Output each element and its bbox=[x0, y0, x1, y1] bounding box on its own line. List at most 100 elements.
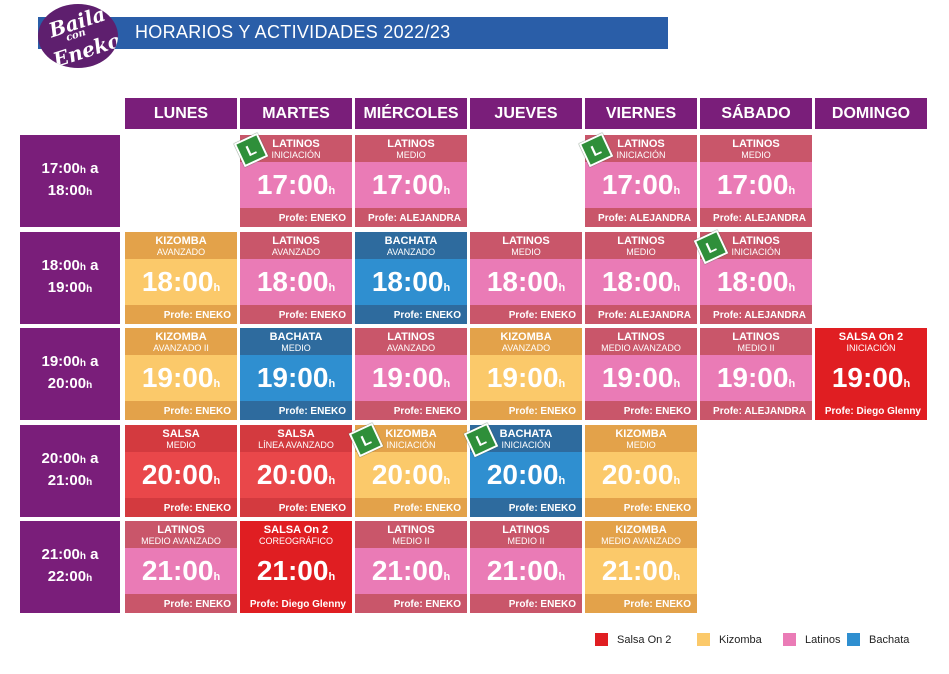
class-cell[interactable]: SALSA MEDIO 20:00h Profe: ENEKO bbox=[125, 425, 237, 517]
class-cell[interactable]: BACHATA AVANZADO 18:00h Profe: ENEKO bbox=[355, 232, 467, 324]
class-cell[interactable]: SALSA On 2 INICIACIÓN 19:00h Profe: Diego G… bbox=[815, 328, 927, 420]
class-level: INICIACIÓN bbox=[731, 247, 781, 257]
class-level: INICIACIÓN bbox=[386, 440, 436, 450]
class-body bbox=[125, 259, 237, 305]
class-footer bbox=[355, 498, 467, 517]
class-footer bbox=[240, 498, 352, 517]
class-cell[interactable]: LATINOS MEDIO 18:00h Profe: ALEJANDRA bbox=[585, 232, 697, 324]
class-time: 20:00h bbox=[141, 459, 221, 490]
class-cell[interactable]: KIZOMBA MEDIO AVANZADO 21:00h Profe: ENEKO bbox=[585, 521, 697, 613]
class-name: KIZOMBA bbox=[385, 428, 437, 440]
class-header: LATINOS MEDIO II bbox=[470, 521, 582, 548]
class-body bbox=[355, 259, 467, 305]
class-cell[interactable]: LATINOS MEDIO II 19:00h Profe: ALEJANDRA bbox=[700, 328, 812, 420]
legend-item: Latinos bbox=[783, 633, 840, 646]
class-header: BACHATA AVANZADO bbox=[355, 232, 467, 259]
class-level: AVANZADO bbox=[501, 343, 551, 353]
class-footer bbox=[585, 401, 697, 420]
class-teacher: Profe: Diego Glenny bbox=[249, 599, 346, 610]
class-body bbox=[355, 355, 467, 401]
time-range-text: 18:00h a 19:00h bbox=[41, 257, 99, 296]
class-cell[interactable]: LATINOS MEDIO 18:00h Profe: ENEKO bbox=[470, 232, 582, 324]
class-level: INICIACIÓN bbox=[271, 150, 321, 160]
time-range-text: 19:00h a 20:00h bbox=[41, 353, 99, 392]
class-cell[interactable]: LATINOS AVANZADO 18:00h Profe: ENEKO bbox=[240, 232, 352, 324]
class-teacher: Profe: ALEJANDRA bbox=[598, 310, 691, 321]
class-level: MEDIO AVANZADO bbox=[141, 536, 221, 546]
class-body bbox=[355, 162, 467, 208]
class-time: 19:00h bbox=[716, 362, 796, 393]
class-footer bbox=[355, 401, 467, 420]
class-time: 20:00h bbox=[371, 459, 451, 490]
class-time: 18:00h bbox=[256, 266, 336, 297]
class-level: MEDIO bbox=[511, 247, 541, 257]
class-footer bbox=[125, 305, 237, 324]
class-header: LATINOS MEDIO bbox=[470, 232, 582, 259]
class-header: SALSA LÍNEA AVANZADO bbox=[240, 425, 352, 452]
class-teacher: Profe: ENEKO bbox=[163, 503, 231, 514]
class-time: 17:00h bbox=[256, 169, 336, 200]
class-name: LATINOS bbox=[272, 235, 320, 247]
class-cell[interactable]: SALSA On 2 COREOGRÁFICO 21:00h Profe: Diego… bbox=[240, 521, 352, 613]
class-cell[interactable]: LATINOS AVANZADO 19:00h Profe: ENEKO bbox=[355, 328, 467, 420]
day-header-5: SÁBADO bbox=[700, 98, 812, 129]
class-footer bbox=[240, 401, 352, 420]
class-body bbox=[700, 162, 812, 208]
class-name: SALSA On 2 bbox=[838, 331, 904, 343]
time-range-text: 17:00h a 18:00h bbox=[41, 160, 99, 199]
class-level: AVANZADO bbox=[271, 247, 321, 257]
class-cell[interactable]: SALSA LÍNEA AVANZADO 20:00h Profe: ENEKO bbox=[240, 425, 352, 517]
class-time: 20:00h bbox=[486, 459, 566, 490]
class-level: MEDIO bbox=[166, 440, 196, 450]
class-level: MEDIO bbox=[741, 150, 771, 160]
class-name: LATINOS bbox=[617, 138, 665, 150]
logo: Baila con Eneko bbox=[38, 4, 118, 68]
class-time: 19:00h bbox=[371, 362, 451, 393]
class-footer bbox=[125, 498, 237, 517]
class-teacher: Profe: ENEKO bbox=[163, 599, 231, 610]
class-cell[interactable]: KIZOMBA AVANZADO 19:00h Profe: ENEKO bbox=[470, 328, 582, 420]
class-cell[interactable]: LATINOS MEDIO AVANZADO 19:00h Profe: ENEKO bbox=[585, 328, 697, 420]
time-label-3: 20:00h a 21:00h bbox=[20, 425, 120, 517]
class-name: KIZOMBA bbox=[155, 331, 207, 343]
class-teacher: Profe: ENEKO bbox=[508, 310, 576, 321]
class-teacher: Profe: ENEKO bbox=[393, 503, 461, 514]
class-level: INICIACIÓN bbox=[616, 150, 666, 160]
class-body bbox=[355, 452, 467, 498]
class-header: KIZOMBA AVANZADO II bbox=[125, 328, 237, 355]
class-cell[interactable]: LATINOS MEDIO II 21:00h Profe: ENEKO bbox=[355, 521, 467, 613]
class-body bbox=[585, 452, 697, 498]
class-level: INICIACIÓN bbox=[846, 343, 896, 353]
class-header: SALSA MEDIO bbox=[125, 425, 237, 452]
time-label-0: 17:00h a 18:00h bbox=[20, 135, 120, 227]
class-footer bbox=[240, 208, 352, 227]
class-time: 21:00h bbox=[371, 555, 451, 586]
class-time: 21:00h bbox=[141, 555, 221, 586]
class-time: 19:00h bbox=[486, 362, 566, 393]
day-header-1: MARTES bbox=[240, 98, 352, 129]
legend-swatch bbox=[847, 633, 860, 646]
class-cell[interactable]: LATINOS INICIACIÓN 18:00h Profe: ALEJANDRA bbox=[700, 232, 812, 324]
class-time: 19:00h bbox=[141, 362, 221, 393]
class-teacher: Profe: ENEKO bbox=[278, 310, 346, 321]
class-level: MEDIO AVANZADO bbox=[601, 536, 681, 546]
class-cell[interactable]: BACHATA INICIACIÓN 20:00h Profe: ENEKO bbox=[470, 425, 582, 517]
class-cell[interactable]: KIZOMBA MEDIO 20:00h Profe: ENEKO bbox=[585, 425, 697, 517]
class-cell[interactable]: LATINOS MEDIO 17:00h Profe: ALEJANDRA bbox=[355, 135, 467, 227]
class-cell[interactable]: KIZOMBA AVANZADO II 19:00h Profe: ENEKO bbox=[125, 328, 237, 420]
class-cell[interactable]: LATINOS MEDIO II 21:00h Profe: ENEKO bbox=[470, 521, 582, 613]
class-footer bbox=[585, 208, 697, 227]
class-time: 18:00h bbox=[716, 266, 796, 297]
class-cell[interactable]: KIZOMBA AVANZADO 18:00h Profe: ENEKO bbox=[125, 232, 237, 324]
class-cell[interactable]: KIZOMBA INICIACIÓN 20:00h Profe: ENEKO bbox=[355, 425, 467, 517]
class-cell[interactable]: LATINOS INICIACIÓN 17:00h Profe: ALEJANDRA bbox=[585, 135, 697, 227]
class-body bbox=[470, 259, 582, 305]
class-footer bbox=[700, 208, 812, 227]
class-name: KIZOMBA bbox=[615, 524, 667, 536]
class-name: LATINOS bbox=[732, 235, 780, 247]
class-cell[interactable]: BACHATA MEDIO 19:00h Profe: ENEKO bbox=[240, 328, 352, 420]
class-cell[interactable]: LATINOS MEDIO 17:00h Profe: ALEJANDRA bbox=[700, 135, 812, 227]
class-cell[interactable]: LATINOS MEDIO AVANZADO 21:00h Profe: ENEKO bbox=[125, 521, 237, 613]
class-header: LATINOS AVANZADO bbox=[355, 328, 467, 355]
class-footer bbox=[470, 401, 582, 420]
